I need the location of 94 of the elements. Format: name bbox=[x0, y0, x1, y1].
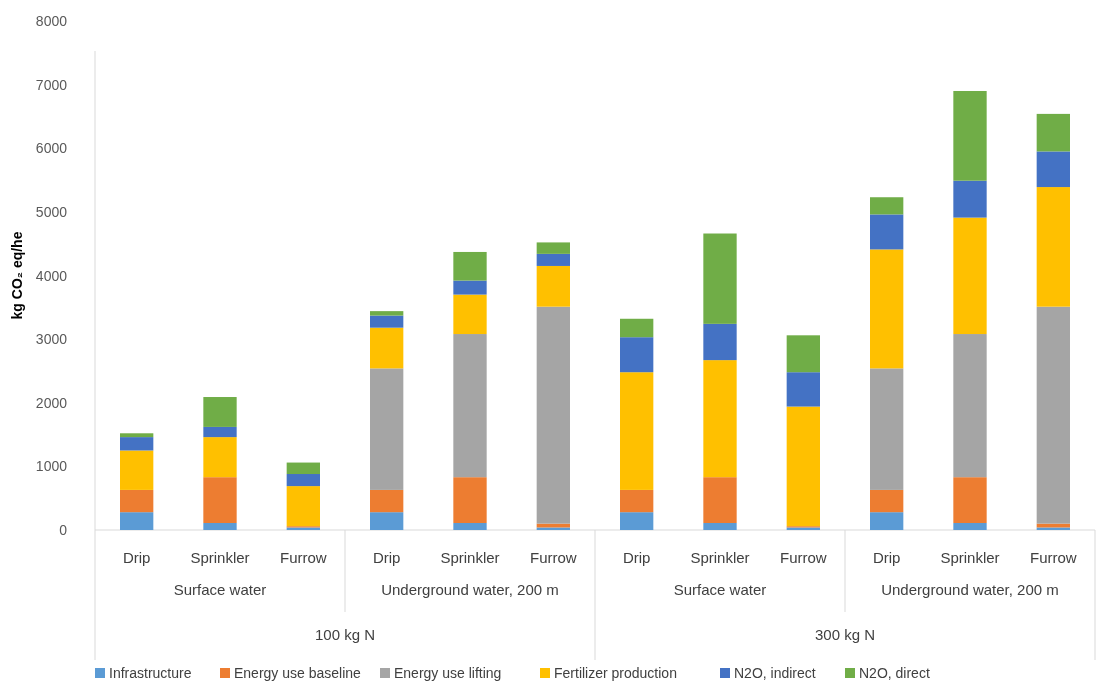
bar bbox=[370, 368, 404, 490]
bar bbox=[203, 477, 237, 523]
bar bbox=[453, 294, 487, 335]
y-tick-label: 6000 bbox=[35, 140, 68, 157]
x-tick-label: Sprinkler bbox=[690, 549, 750, 566]
bar bbox=[870, 214, 904, 250]
y-tick-label: 2000 bbox=[35, 394, 68, 411]
bar bbox=[1036, 113, 1070, 152]
x-tick-label: Drip bbox=[372, 549, 401, 566]
bar bbox=[120, 437, 154, 451]
text: Surface water bbox=[173, 581, 267, 598]
x-tick-label: Furrow bbox=[530, 549, 577, 566]
bar bbox=[453, 523, 487, 530]
bar bbox=[120, 450, 154, 490]
bar bbox=[453, 251, 487, 281]
bar bbox=[203, 437, 237, 478]
bar bbox=[370, 489, 404, 513]
bar bbox=[620, 337, 654, 373]
bar bbox=[286, 486, 320, 527]
bar bbox=[1036, 187, 1070, 307]
bar bbox=[620, 318, 654, 338]
legend-label: Fertilizer production bbox=[554, 665, 677, 681]
x-tick-label: Drip bbox=[872, 549, 901, 566]
y-tick-label: 7000 bbox=[35, 76, 68, 93]
bar bbox=[870, 512, 904, 530]
bar bbox=[286, 474, 320, 487]
bar bbox=[620, 489, 654, 513]
x-tick-label: Furrow bbox=[780, 549, 827, 566]
bar bbox=[703, 523, 737, 530]
bar bbox=[370, 311, 404, 316]
bar bbox=[786, 335, 820, 373]
bar bbox=[203, 426, 237, 438]
bar bbox=[1036, 151, 1070, 188]
bar bbox=[203, 397, 237, 427]
legend-label: N2O, direct bbox=[859, 665, 930, 681]
bar bbox=[953, 180, 987, 218]
bar bbox=[536, 306, 570, 524]
x-tick-label: Sprinkler bbox=[940, 549, 1000, 566]
y-tick-label: 4000 bbox=[35, 267, 68, 284]
legend-label: Energy use baseline bbox=[234, 665, 362, 681]
bar bbox=[536, 242, 570, 254]
bar bbox=[1036, 527, 1070, 530]
bar bbox=[703, 233, 737, 324]
bar bbox=[786, 372, 820, 407]
bar bbox=[953, 477, 987, 523]
bar bbox=[453, 477, 487, 523]
bar bbox=[870, 368, 904, 490]
x-tick-label: Drip bbox=[622, 549, 651, 566]
legend-label: Infrastructure bbox=[109, 665, 192, 681]
bar bbox=[453, 280, 487, 295]
bar bbox=[536, 527, 570, 530]
y-tick-label: 5000 bbox=[35, 203, 68, 220]
bar bbox=[703, 477, 737, 523]
bar bbox=[953, 90, 987, 181]
legend-label: N2O, indirect bbox=[734, 665, 816, 681]
bar bbox=[120, 433, 154, 438]
bar bbox=[536, 253, 570, 266]
x-tick-label: Furrow bbox=[1030, 549, 1077, 566]
text: Underground water, 200 m bbox=[881, 581, 1059, 598]
bar bbox=[370, 327, 404, 369]
text: Underground water, 200 m bbox=[381, 581, 559, 598]
bar bbox=[870, 197, 904, 215]
bar bbox=[370, 512, 404, 530]
legend-label: Energy use lifting bbox=[394, 665, 502, 681]
bar bbox=[953, 334, 987, 478]
text: 300 kg N bbox=[814, 626, 876, 643]
bar bbox=[786, 406, 820, 527]
bar bbox=[1036, 306, 1070, 524]
bar bbox=[370, 315, 404, 328]
bar bbox=[620, 512, 654, 530]
text: 100 kg N bbox=[314, 626, 376, 643]
x-tick-label: Sprinkler bbox=[190, 549, 250, 566]
bar bbox=[953, 523, 987, 530]
y-tick-label: 3000 bbox=[35, 331, 68, 348]
y-tick-label: 8000 bbox=[35, 13, 68, 29]
y-axis-title: kg CO₂ eq/he bbox=[9, 231, 25, 320]
bar bbox=[120, 489, 154, 513]
y-tick-label: 0 bbox=[59, 522, 68, 538]
bar bbox=[870, 249, 904, 369]
x-tick-label: Furrow bbox=[280, 549, 327, 566]
bar bbox=[870, 489, 904, 513]
y-tick-label: 1000 bbox=[35, 458, 68, 475]
bar bbox=[703, 323, 737, 361]
bar bbox=[203, 523, 237, 530]
bar bbox=[120, 512, 154, 530]
bar bbox=[453, 334, 487, 478]
bar bbox=[620, 372, 654, 490]
bar bbox=[953, 217, 987, 335]
bar bbox=[286, 462, 320, 475]
bar bbox=[536, 265, 570, 307]
x-tick-label: Drip bbox=[122, 549, 151, 566]
x-tick-label: Sprinkler bbox=[440, 549, 500, 566]
bar bbox=[703, 360, 737, 478]
text: Surface water bbox=[673, 581, 767, 598]
